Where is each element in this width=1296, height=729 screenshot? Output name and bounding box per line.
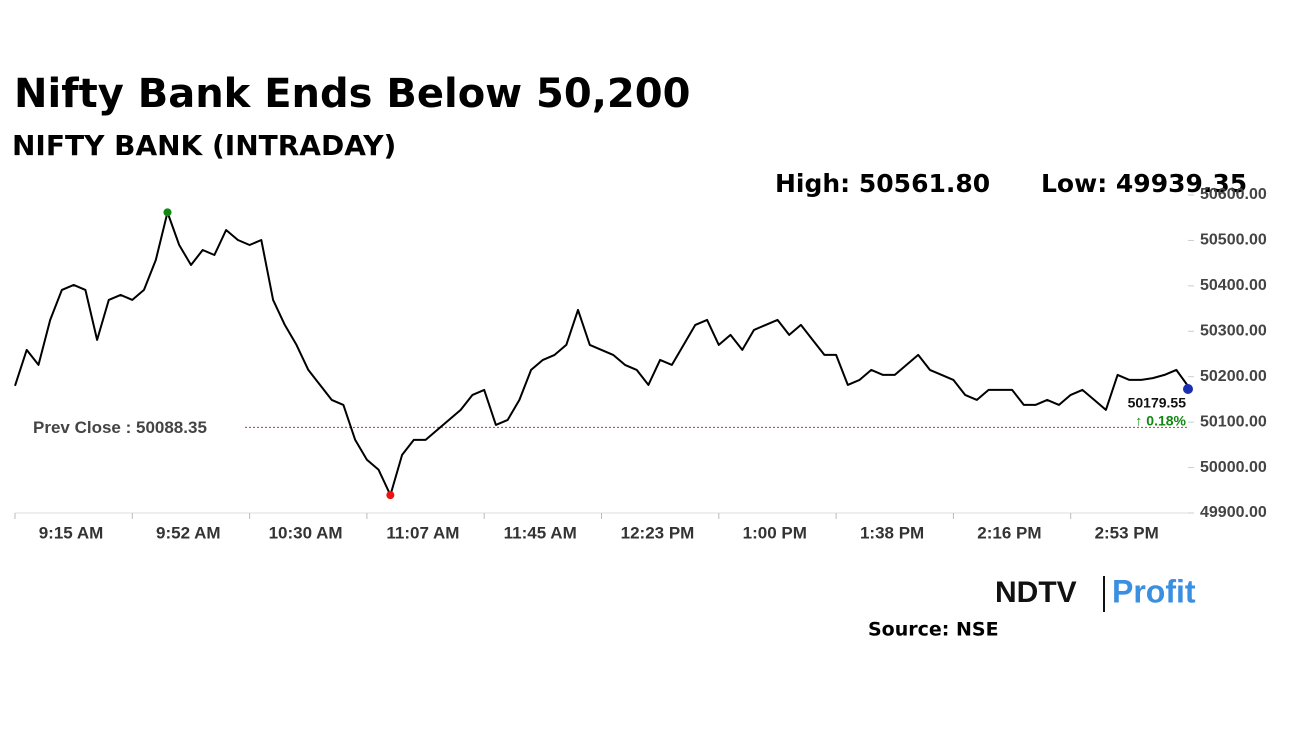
source: Source: NSE (868, 619, 999, 641)
low-label: Low: 49939.35 (1041, 169, 1247, 198)
y-tick-label: 50600.00 (1200, 186, 1267, 203)
last-marker (1183, 384, 1193, 395)
high-marker (163, 208, 172, 217)
brand-profit: Profit (1112, 573, 1196, 609)
x-tick-label: 12:23 PM (621, 523, 695, 542)
brand-ndtv: NDTV (995, 576, 1077, 609)
y-tick-label: 50100.00 (1200, 413, 1267, 430)
x-tick-label: 9:15 AM (39, 523, 104, 542)
chart-subtitle: NIFTY BANK (INTRADAY) (12, 129, 396, 162)
x-tick-label: 11:45 AM (504, 523, 577, 542)
x-tick-label: 2:53 PM (1095, 523, 1159, 542)
y-tick-label: 49900.00 (1200, 504, 1267, 521)
low-marker (386, 491, 395, 500)
y-tick-label: 50300.00 (1200, 323, 1267, 340)
prev-close-label: Prev Close : 50088.35 (33, 418, 207, 437)
y-tick-label: 50200.00 (1200, 368, 1267, 385)
x-tick-label: 9:52 AM (156, 523, 221, 542)
x-tick-label: 1:00 PM (743, 523, 807, 542)
high-label: High: 50561.80 (775, 169, 990, 198)
chart-title: Nifty Bank Ends Below 50,200 (14, 71, 690, 117)
y-tick-label: 50000.00 (1200, 459, 1267, 476)
y-tick-label: 50400.00 (1200, 277, 1267, 294)
x-tick-label: 10:30 AM (269, 523, 343, 542)
x-tick-label: 1:38 PM (860, 523, 924, 542)
x-tick-label: 2:16 PM (977, 523, 1041, 542)
price-line (14, 211, 1189, 497)
change-label: ↑ 0.18% (1135, 413, 1186, 429)
last-label: 50179.55 (1128, 395, 1187, 411)
y-tick-label: 50500.00 (1200, 232, 1267, 249)
x-tick-label: 11:07 AM (386, 523, 459, 542)
